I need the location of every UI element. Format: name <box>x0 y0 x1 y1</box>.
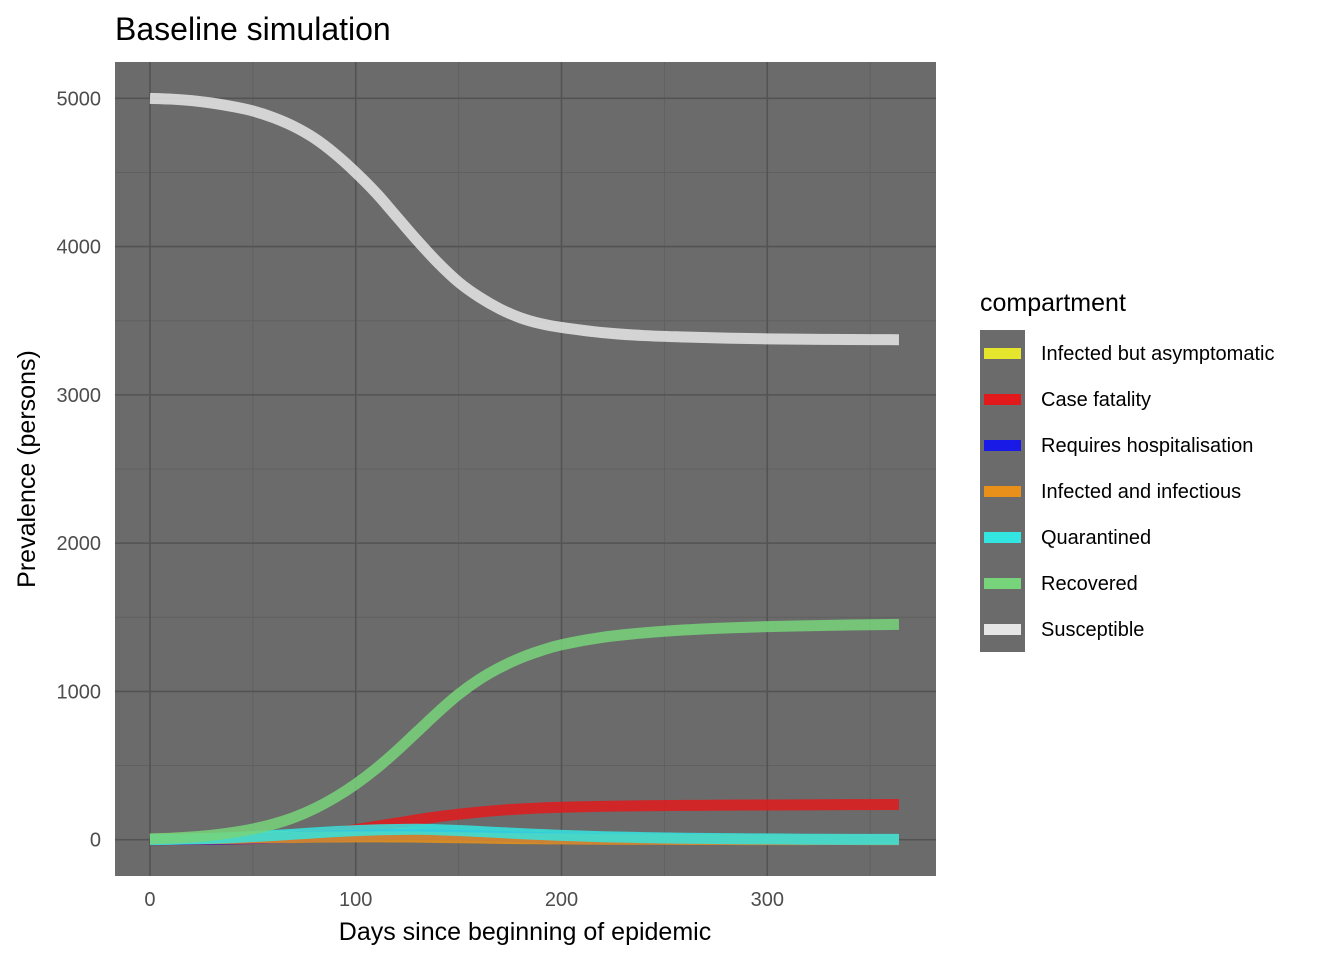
y-tick-label-1: 1000 <box>57 681 102 703</box>
legend-key-2 <box>984 440 1021 451</box>
x-axis-ticks: 0 100 200 300 <box>144 889 784 911</box>
grid-minor <box>115 62 936 876</box>
y-tick-label-0: 0 <box>90 830 101 852</box>
legend-key-5 <box>984 578 1021 589</box>
series-line-6 <box>149 92 899 346</box>
x-tick-label-3: 300 <box>751 889 784 911</box>
y-tick-label-2: 2000 <box>57 533 102 555</box>
legend-label-2: Requires hospitalisation <box>1041 435 1253 457</box>
chart-title: Baseline simulation <box>115 11 391 47</box>
series-lines <box>149 92 900 846</box>
legend-key-4 <box>984 532 1021 543</box>
legend-label-3: Infected and infectious <box>1041 481 1241 503</box>
legend-key-1 <box>984 394 1021 405</box>
y-tick-label-3: 3000 <box>57 385 102 407</box>
legend-key-6 <box>984 624 1021 635</box>
legend-label-5: Recovered <box>1041 573 1138 595</box>
series-line-4 <box>149 823 899 846</box>
x-axis-title: Days since beginning of epidemic <box>339 918 711 946</box>
legend-label-6: Susceptible <box>1041 619 1144 641</box>
legend-label-1: Case fatality <box>1041 389 1151 411</box>
legend-key-3 <box>984 486 1021 497</box>
x-tick-label-1: 100 <box>339 889 372 911</box>
y-axis-ticks: 0 1000 2000 3000 4000 5000 <box>57 88 102 851</box>
legend-label-0: Infected but asymptomatic <box>1041 343 1274 365</box>
legend-label-4: Quarantined <box>1041 527 1151 549</box>
legend-title: compartment <box>980 289 1126 317</box>
y-axis-title: Prevalence (persons) <box>13 350 41 588</box>
series-line-5 <box>149 618 900 845</box>
legend-key-0 <box>984 348 1021 359</box>
x-tick-label-2: 200 <box>545 889 578 911</box>
y-tick-label-4: 4000 <box>57 237 102 259</box>
x-tick-label-0: 0 <box>144 889 155 911</box>
legend: compartment Infected but asymptomatic Cas… <box>980 289 1274 652</box>
y-tick-label-5: 5000 <box>57 88 102 110</box>
